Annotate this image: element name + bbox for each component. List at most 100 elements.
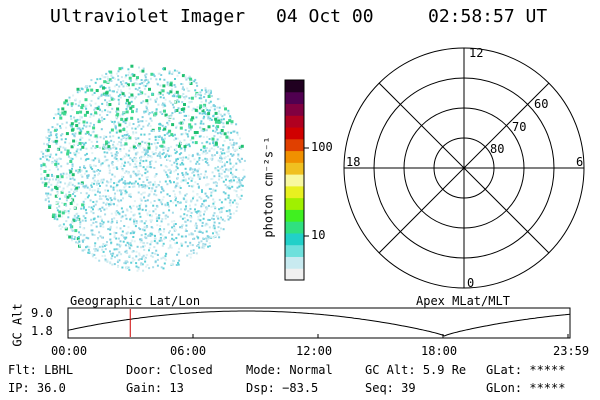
image-pixel [180, 142, 182, 145]
image-pixel [114, 192, 116, 195]
image-pixel [200, 197, 203, 200]
image-pixel [59, 111, 62, 114]
image-pixel [154, 190, 157, 193]
image-pixel [121, 215, 124, 218]
image-pixel [203, 213, 205, 216]
image-pixel [175, 169, 177, 172]
image-pixel [230, 144, 233, 147]
image-pixel [189, 139, 192, 142]
image-pixel [100, 210, 102, 212]
image-pixel [188, 130, 190, 133]
image-pixel [154, 100, 157, 103]
image-pixel [69, 170, 73, 174]
image-pixel [147, 110, 149, 113]
image-pixel [73, 214, 76, 217]
image-pixel [217, 217, 220, 220]
image-pixel [154, 208, 157, 211]
image-pixel [129, 174, 132, 177]
image-pixel [195, 162, 198, 165]
image-pixel [109, 181, 112, 183]
image-pixel [90, 113, 93, 116]
image-pixel [208, 90, 211, 92]
image-pixel [159, 200, 162, 203]
image-pixel [117, 237, 120, 240]
image-pixel [122, 176, 125, 178]
image-pixel [70, 199, 73, 202]
image-pixel [74, 219, 77, 222]
image-pixel [88, 246, 91, 249]
image-pixel [115, 226, 118, 229]
image-pixel [171, 103, 174, 106]
colorbar-segment [285, 232, 304, 246]
image-pixel [194, 94, 197, 97]
image-pixel [119, 227, 122, 230]
image-pixel [210, 95, 213, 98]
image-pixel [70, 118, 73, 120]
image-pixel [133, 258, 136, 261]
image-pixel [182, 132, 185, 135]
image-pixel [150, 232, 153, 235]
image-pixel [75, 124, 79, 127]
image-pixel [131, 158, 134, 161]
image-pixel [113, 234, 116, 237]
image-pixel [241, 184, 244, 187]
image-pixel [48, 169, 51, 171]
image-pixel [158, 151, 161, 154]
image-pixel [113, 120, 116, 123]
image-pixel [230, 131, 233, 134]
image-pixel [86, 174, 89, 177]
image-pixel [94, 164, 97, 167]
image-pixel [69, 202, 73, 205]
image-pixel [120, 76, 123, 79]
image-pixel [114, 256, 116, 259]
image-pixel [65, 132, 69, 136]
image-pixel [174, 133, 176, 136]
image-pixel [166, 132, 169, 135]
image-pixel [175, 165, 178, 168]
image-pixel [88, 133, 90, 136]
door-value: Closed [169, 363, 213, 377]
image-pixel [144, 76, 147, 79]
image-pixel [143, 229, 146, 232]
image-pixel [130, 261, 133, 264]
image-pixel [125, 102, 128, 105]
image-pixel [192, 171, 195, 173]
image-pixel [132, 182, 135, 185]
image-pixel [68, 96, 71, 99]
image-pixel [114, 198, 117, 201]
image-pixel [129, 146, 132, 149]
image-pixel [78, 239, 81, 242]
image-pixel [57, 162, 60, 165]
image-pixel [118, 123, 122, 127]
image-pixel [167, 247, 170, 250]
image-pixel [74, 229, 78, 233]
image-pixel [220, 133, 223, 136]
image-pixel [87, 237, 90, 240]
image-pixel [106, 75, 109, 78]
image-pixel [176, 99, 179, 101]
image-pixel [82, 185, 85, 188]
image-pixel [225, 174, 228, 177]
image-pixel [119, 89, 122, 92]
image-pixel [138, 124, 141, 127]
image-pixel [157, 93, 160, 96]
image-pixel [117, 266, 119, 268]
image-pixel [140, 79, 143, 81]
image-pixel [182, 235, 185, 238]
image-pixel [198, 229, 201, 232]
image-pixel [114, 77, 116, 80]
image-pixel [162, 67, 165, 70]
image-pixel [228, 119, 232, 123]
image-pixel [151, 151, 154, 154]
image-pixel [129, 232, 132, 235]
image-pixel [84, 219, 87, 222]
image-pixel [224, 175, 227, 178]
image-pixel [142, 191, 145, 194]
image-pixel [99, 85, 102, 88]
image-pixel [239, 161, 242, 164]
image-pixel [132, 132, 135, 135]
image-pixel [145, 99, 149, 103]
image-pixel [129, 244, 132, 247]
image-pixel [131, 110, 134, 114]
image-pixel [102, 137, 105, 140]
